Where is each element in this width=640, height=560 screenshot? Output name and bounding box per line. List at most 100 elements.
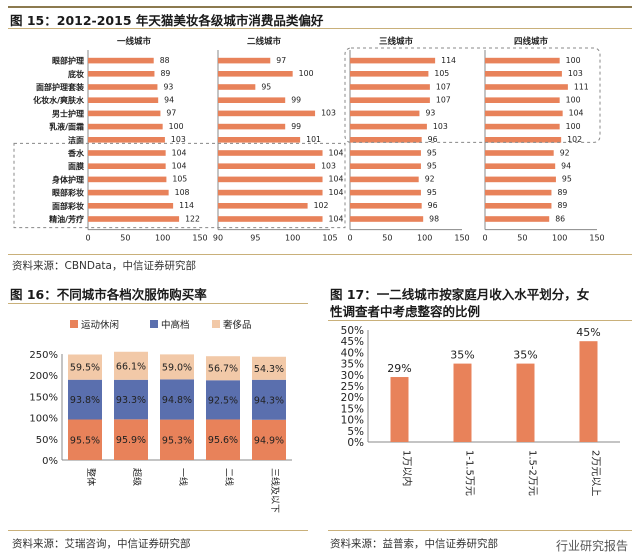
fig15-title: 图 15：2012-2015 年天猫美妆各级城市消费品类偏好: [10, 13, 324, 28]
fig15-category-label: 眼部护理: [52, 56, 84, 66]
fig16-legend-label: 奢侈品: [223, 319, 252, 331]
fig15-value-label: 100: [566, 96, 581, 105]
fig15-highlight-box-bottom: [13, 142, 346, 229]
fig15-bar: [485, 110, 563, 117]
fig15-value-label: 103: [321, 109, 336, 118]
fig16-title: 图 16：不同城市各档次服饰购买率: [10, 287, 207, 302]
fig15-bar: [88, 163, 166, 169]
fig17-source: 资料来源：益普索，中信证券研究部: [330, 538, 498, 550]
fig15-value-label: 101: [306, 135, 321, 144]
fig16-value-label: 95.9%: [116, 435, 146, 446]
fig15-bar: [350, 137, 422, 143]
fig15-value-label: 107: [436, 96, 451, 105]
fig16-bar-segment: [252, 419, 286, 460]
fig15-value-label: 96: [428, 135, 438, 144]
fig16-bar-segment: [252, 379, 286, 420]
fig15-value-label: 95: [562, 175, 572, 184]
fig15-value-label: 98: [429, 214, 439, 223]
fig15-value-label: 99: [291, 96, 301, 105]
fig16-bar-segment: [114, 379, 148, 420]
fig15-category-label: 面部护理套装: [36, 82, 84, 92]
fig15-value-label: 89: [557, 201, 567, 210]
fig17-title-line1: 图 17：一二线城市按家庭月收入水平划分，女: [330, 287, 590, 302]
fig15-category-label: 化妆水/爽肤水: [33, 95, 85, 105]
fig16-value-label: 56.7%: [208, 364, 238, 375]
fig15-bar: [350, 203, 422, 209]
fig15-value-label: 103: [171, 135, 186, 144]
fig16-legend-swatch: [70, 320, 78, 328]
fig15-tick-label: 100: [285, 234, 300, 243]
fig15-tick-label: 150: [192, 234, 207, 243]
fig15-bar: [350, 189, 421, 196]
fig15-value-label: 103: [321, 162, 336, 171]
fig15-value-label: 107: [436, 82, 451, 91]
fig15-value-label: 100: [566, 56, 581, 65]
fig15-bar: [485, 150, 554, 156]
fig17-category-label: 1.5-2万元: [527, 450, 538, 496]
fig15-value-label: 97: [276, 56, 286, 65]
fig16-legend-swatch: [150, 320, 158, 328]
fig15-title-rule: [8, 28, 632, 29]
fig17-y-tick-label: 40%: [341, 347, 364, 359]
fig15-value-label: 108: [175, 188, 190, 197]
fig15-bar: [218, 110, 316, 117]
fig15-category-label: 乳液/面霜: [49, 122, 84, 132]
fig15-bar: [350, 97, 430, 103]
fig15-bar: [88, 71, 155, 77]
fig16-legend-label: 中高档: [161, 319, 190, 331]
fig15-tick-label: 150: [589, 234, 604, 243]
fig15-bar: [88, 57, 154, 64]
fig16-bar-segment: [114, 419, 148, 460]
fig16-category-label: 三线及以下: [269, 468, 281, 513]
fig15-value-label: 114: [441, 56, 456, 65]
fig16-value-label: 59.0%: [162, 362, 192, 373]
fig15-bar: [88, 150, 166, 156]
fig16-value-label: 94.9%: [254, 435, 284, 446]
fig17-bar: [390, 377, 409, 442]
fig17-value-label: 35%: [513, 349, 537, 362]
fig15-tick-label: 95: [250, 234, 260, 243]
fig15-bar: [350, 176, 419, 183]
fig15-tick-label: 50: [517, 234, 527, 243]
fig15-value-label: 104: [329, 188, 344, 197]
fig16-category-label: 超级: [131, 468, 143, 486]
fig15-bar: [218, 57, 271, 64]
fig17-y-tick-label: 25%: [341, 381, 364, 393]
fig16-value-label: 94.3%: [254, 395, 284, 406]
fig16-value-label: 54.3%: [254, 364, 284, 375]
fig15-bar: [218, 137, 301, 143]
fig15-category-label: 精油/芳疗: [49, 214, 84, 224]
fig15-category-label: 洁面: [68, 135, 84, 145]
fig15-source: 资料来源：CBNData，中信证券研究部: [12, 260, 196, 272]
fig16-y-tick-label: 200%: [29, 371, 58, 382]
fig16-bar-segment: [160, 379, 194, 420]
fig17-title-line2: 性调查者中考虑整容的比例: [330, 304, 481, 319]
fig16-bar-segment: [114, 351, 148, 380]
fig17-y-tick-label: 50%: [341, 325, 364, 337]
fig15-value-label: 104: [329, 148, 344, 157]
fig15-value-label: 92: [425, 175, 435, 184]
fig15-bar: [88, 110, 161, 117]
fig15-bar: [88, 176, 167, 183]
fig15-value-label: 95: [427, 188, 437, 197]
fig15-bar: [88, 189, 169, 196]
fig15-bar: [218, 216, 323, 222]
fig15-bar: [350, 84, 430, 90]
fig15-bar: [88, 97, 159, 103]
fig16-bar-segment: [206, 419, 240, 460]
fig15-bar: [218, 163, 316, 169]
fig16-source: 资料来源：艾瑞咨询，中信证券研究部: [12, 538, 191, 550]
fig16-y-tick-label: 250%: [29, 350, 58, 361]
fig15-highlight-box-top: [344, 47, 601, 143]
watermark: 行业研究报告: [555, 539, 628, 553]
fig16-bar-segment: [68, 379, 102, 420]
fig16-y-tick-label: 50%: [36, 435, 58, 446]
fig15-tick-label: 0: [347, 234, 352, 243]
fig15-value-label: 105: [172, 175, 187, 184]
fig15-tick-label: 105: [322, 234, 337, 243]
fig15-value-label: 95: [427, 148, 437, 157]
fig15-chart: 眼部护理底妆面部护理套装化妆水/爽肤水男士护理乳液/面霜洁面香水面膜身体护理眼部…: [13, 36, 605, 243]
fig16-value-label: 95.5%: [70, 435, 100, 446]
fig16-source-rule: [8, 530, 308, 531]
fig17-category-label: 1万以内: [401, 450, 414, 486]
